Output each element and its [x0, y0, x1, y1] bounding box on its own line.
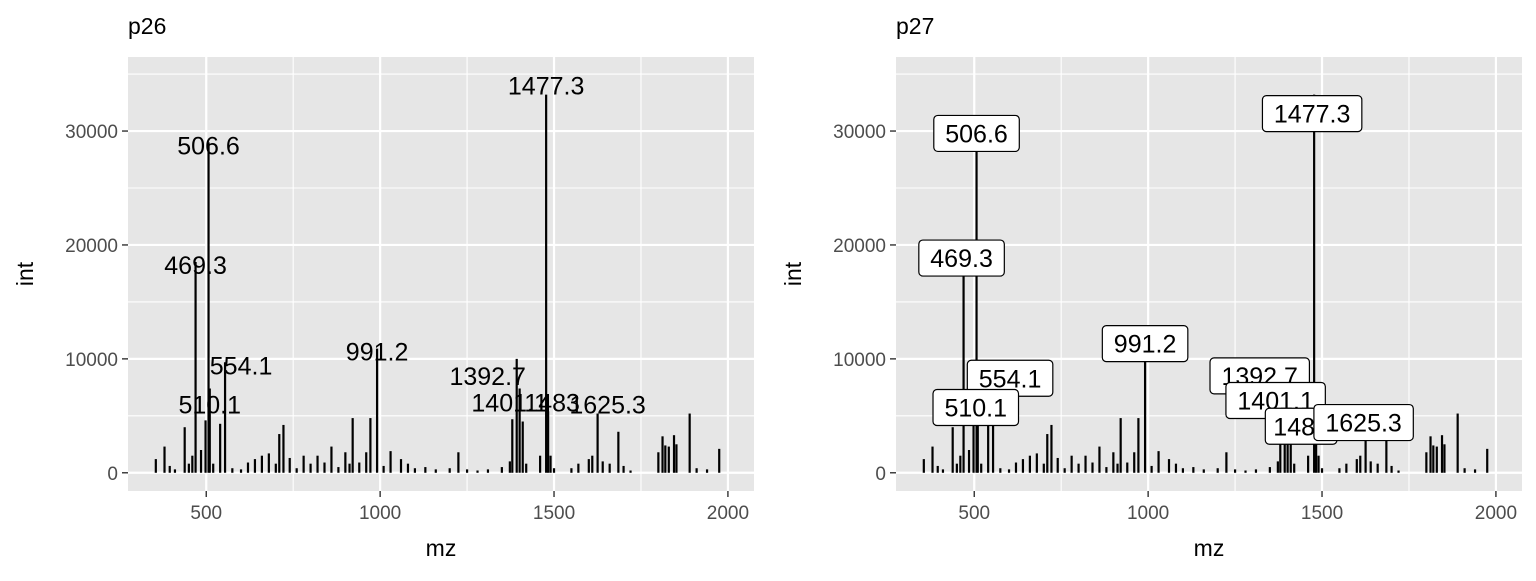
- panel-title: p26: [128, 13, 166, 39]
- x-tick-label: 1500: [533, 503, 575, 524]
- y-tick-label: 10000: [65, 350, 118, 371]
- peak-label-box: 554.1: [966, 359, 1054, 397]
- x-tick-label: 2000: [707, 503, 749, 524]
- peak-label-box: 1625.3: [1313, 403, 1414, 442]
- x-tick-label: 500: [190, 503, 222, 524]
- panel-p27: 500 1000 1500 20000100002000030000mzintp275…: [780, 13, 1522, 561]
- y-tick-label: 30000: [65, 122, 118, 143]
- y-tick-label: 30000: [833, 122, 886, 143]
- peak-label: 1477.3: [508, 73, 584, 101]
- x-tick-label: 2000: [1475, 503, 1517, 524]
- peak-label: 469.3: [164, 252, 227, 280]
- peak-label: 1625.3: [569, 392, 645, 420]
- x-tick-label: 1000: [359, 503, 401, 524]
- y-tick-label: 20000: [65, 236, 118, 257]
- peak-label: 506.6: [945, 120, 1008, 148]
- y-axis-title: int: [12, 261, 38, 286]
- peak-label: 1625.3: [1325, 410, 1401, 438]
- x-axis-title: mz: [1194, 535, 1225, 561]
- y-tick-label: 0: [107, 464, 118, 485]
- peak-label-box: 510.1: [932, 388, 1020, 427]
- peak-label: 1401.1: [471, 389, 547, 417]
- peak-label-box: 1477.3: [1261, 94, 1363, 133]
- peak-label: 1483: [524, 389, 580, 417]
- label-box-frame: [933, 114, 1020, 153]
- x-tick-label: 1000: [1127, 503, 1169, 524]
- peak-label-box: 991.2: [1101, 325, 1189, 363]
- y-tick-label: 20000: [833, 236, 886, 257]
- label-box-frame: [932, 388, 1020, 427]
- x-axis-title: mz: [426, 535, 457, 561]
- label-box-frame: [1261, 94, 1363, 133]
- label-box-frame: [1101, 325, 1189, 363]
- peak-label: 1477.3: [1274, 101, 1350, 129]
- label-box-frame: [918, 239, 1005, 277]
- x-tick-label: 500: [958, 503, 990, 524]
- y-tick-label: 0: [875, 464, 886, 485]
- peak-label: 506.6: [177, 132, 240, 160]
- panel-p26: 500 1000 1500 20000100002000030000mzintp265…: [12, 13, 754, 561]
- peak-label-box: 469.3: [918, 239, 1005, 277]
- peak-label: 991.2: [346, 339, 409, 367]
- peak-label-box: 506.6: [933, 114, 1020, 153]
- peak-label: 991.2: [1114, 331, 1177, 359]
- y-axis-title: int: [780, 261, 806, 286]
- peak-label: 510.1: [178, 391, 241, 419]
- panel-title: p27: [896, 13, 934, 39]
- peak-label: 554.1: [979, 365, 1042, 393]
- peak-label: 554.1: [210, 352, 273, 380]
- peak-label: 510.1: [944, 394, 1007, 422]
- peak-label: 1392.7: [449, 363, 525, 391]
- panel-background: [128, 57, 754, 491]
- label-box-frame: [1313, 403, 1414, 442]
- x-tick-label: 1500: [1301, 503, 1343, 524]
- peak-label: 469.3: [930, 245, 993, 273]
- y-tick-label: 10000: [833, 350, 886, 371]
